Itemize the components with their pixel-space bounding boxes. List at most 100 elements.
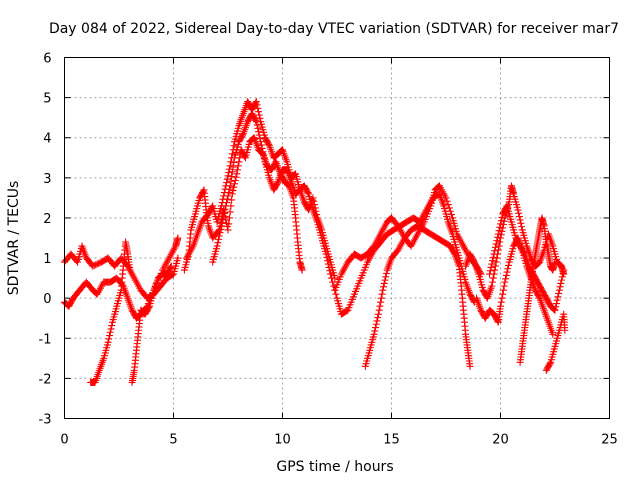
- data-point: [500, 217, 508, 225]
- data-point: [241, 152, 249, 160]
- data-point: [554, 293, 562, 301]
- data-point: [379, 286, 387, 294]
- data-point: [546, 360, 554, 368]
- x-tick-label: 0: [60, 433, 68, 448]
- data-point: [493, 237, 501, 245]
- data-point: [213, 242, 221, 250]
- data-point: [517, 219, 525, 227]
- data-point: [486, 270, 494, 278]
- series-trace-3: [87, 238, 134, 386]
- data-point: [106, 328, 114, 336]
- data-point: [551, 306, 559, 314]
- plot-frame: [64, 57, 610, 419]
- data-point: [214, 239, 222, 247]
- data-point: [255, 128, 263, 136]
- data-point: [450, 249, 458, 257]
- data-point: [499, 286, 507, 294]
- data-point: [226, 182, 234, 190]
- series-trace-5: [180, 134, 306, 274]
- data-point: [535, 293, 543, 301]
- data-point: [225, 189, 233, 197]
- data-point: [375, 306, 383, 314]
- data-point: [492, 240, 500, 248]
- data-point: [498, 227, 506, 235]
- data-point: [498, 213, 506, 221]
- data-point: [226, 208, 234, 216]
- data-point: [225, 214, 233, 222]
- y-tick-label: -2: [39, 372, 52, 387]
- data-point: [222, 202, 230, 210]
- data-point: [265, 140, 273, 148]
- data-point: [377, 294, 385, 302]
- data-point: [466, 362, 474, 370]
- data-point: [558, 276, 566, 284]
- x-tick-label: 10: [274, 433, 291, 448]
- data-point: [231, 180, 239, 188]
- data-point: [514, 206, 522, 214]
- data-point: [502, 275, 510, 283]
- data-point: [322, 250, 330, 258]
- data-point: [217, 225, 225, 233]
- data-point: [445, 204, 453, 212]
- data-point: [90, 261, 98, 269]
- data-point: [216, 229, 224, 237]
- data-point: [220, 209, 228, 217]
- data-point: [259, 148, 267, 156]
- data-point: [227, 158, 235, 166]
- data-point: [225, 220, 233, 228]
- data-series: [61, 98, 569, 386]
- data-point: [516, 216, 524, 224]
- data-point: [229, 163, 237, 171]
- data-point: [377, 298, 385, 306]
- data-point: [332, 290, 340, 298]
- data-point: [555, 289, 563, 297]
- data-point: [254, 104, 262, 112]
- data-point: [324, 257, 332, 265]
- data-point: [371, 327, 379, 335]
- y-tick-label: 6: [43, 52, 51, 67]
- data-point: [496, 238, 504, 246]
- data-point: [255, 111, 263, 119]
- data-point: [254, 124, 262, 132]
- data-point: [208, 203, 216, 211]
- data-point: [378, 290, 386, 298]
- data-point: [492, 258, 500, 266]
- data-point: [493, 254, 501, 262]
- data-point: [273, 179, 281, 187]
- series-trace-4: [128, 262, 175, 386]
- data-point: [488, 260, 496, 268]
- data-point: [255, 131, 263, 139]
- data-point: [252, 98, 260, 106]
- data-point: [260, 154, 268, 162]
- data-point: [491, 243, 499, 251]
- data-point: [561, 326, 569, 334]
- data-point: [230, 183, 238, 191]
- data-point: [221, 205, 229, 213]
- y-tick-label: 1: [43, 252, 51, 267]
- data-point: [442, 194, 450, 202]
- data-point: [223, 175, 231, 183]
- data-point: [497, 220, 504, 228]
- y-tick-label: 4: [43, 132, 51, 147]
- data-point: [556, 283, 564, 291]
- data-point: [551, 258, 559, 266]
- series-trace-7: [209, 110, 478, 318]
- data-point: [380, 283, 388, 291]
- data-point: [491, 247, 499, 255]
- data-point: [549, 330, 557, 338]
- data-point: [252, 116, 260, 124]
- data-point: [447, 211, 455, 219]
- data-point: [234, 162, 242, 170]
- data-point: [496, 223, 504, 231]
- x-tick-label: 5: [169, 433, 177, 448]
- data-point: [555, 286, 563, 294]
- grid: [64, 57, 610, 419]
- data-point: [490, 250, 498, 258]
- data-point: [382, 269, 390, 277]
- x-tick-label: 25: [601, 433, 618, 448]
- y-tick-labels: -3 -2 -1 0 1 2 3 4 5 6: [39, 52, 52, 428]
- data-point: [228, 196, 236, 204]
- data-point: [515, 209, 523, 217]
- data-point: [309, 194, 317, 202]
